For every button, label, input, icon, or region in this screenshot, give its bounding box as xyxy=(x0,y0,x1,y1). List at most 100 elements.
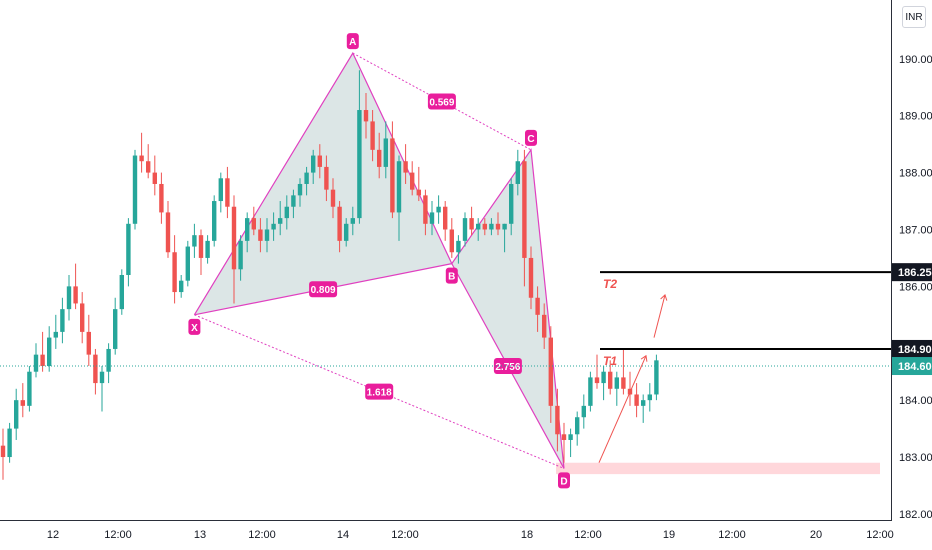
candle-body xyxy=(33,354,39,372)
candle-body xyxy=(423,195,428,224)
point-label-d: D xyxy=(558,472,570,489)
point-label-x: X xyxy=(188,318,201,335)
candle-body xyxy=(502,223,507,230)
candles-layer xyxy=(0,70,659,480)
candle-body xyxy=(297,183,303,196)
point-label-box xyxy=(525,129,537,146)
x-tick-label: 12:00 xyxy=(391,529,419,541)
point-label-c: C xyxy=(525,129,537,146)
price-tag-text: 186.25 xyxy=(898,267,932,279)
candle-body xyxy=(284,206,289,219)
candle-body xyxy=(469,218,474,230)
arrow-shaft xyxy=(653,294,666,338)
candle-body xyxy=(377,149,382,167)
x-tick-label: 19 xyxy=(663,529,675,541)
candle-body xyxy=(344,223,349,241)
projection-arrow-t1 xyxy=(598,354,648,463)
candle-body xyxy=(258,229,263,241)
point-label-box xyxy=(558,472,570,489)
candle-body xyxy=(509,183,514,224)
support-zone-layer xyxy=(556,462,880,475)
point-label-text: D xyxy=(560,476,567,487)
ratio-label-box xyxy=(309,281,338,298)
candle-body xyxy=(126,223,131,275)
candle-body xyxy=(429,212,435,224)
candle-body xyxy=(0,445,6,458)
point-label-box xyxy=(445,267,458,284)
support-zone xyxy=(556,462,880,475)
candle-body xyxy=(86,331,91,355)
currency-badge[interactable]: INR xyxy=(902,6,926,28)
candle-body xyxy=(482,223,487,230)
candle-body xyxy=(330,189,336,207)
point-label-b: B xyxy=(445,267,458,284)
candle-body xyxy=(185,246,190,281)
candle-body xyxy=(40,354,45,367)
ratio-label-text: 1.618 xyxy=(367,388,392,399)
arrow-head xyxy=(660,294,668,301)
x-tick-label: 14 xyxy=(337,529,349,541)
candle-body xyxy=(304,172,309,184)
overlay-layer: T1 T2 xyxy=(0,271,891,463)
candle-body xyxy=(324,166,329,190)
candle-body xyxy=(317,155,322,167)
candle-body xyxy=(535,297,540,315)
candle-body xyxy=(449,229,454,253)
ratio-label: 1.618 xyxy=(365,383,394,400)
projection-arrow-t2 xyxy=(653,294,668,338)
candle-body xyxy=(548,337,553,406)
candle-body xyxy=(205,240,210,258)
candle-body xyxy=(436,206,441,213)
candle-body xyxy=(192,235,197,247)
candle-body xyxy=(555,405,560,435)
price-tag: 186.25 xyxy=(892,263,932,282)
candle-body xyxy=(291,195,296,207)
candle-body xyxy=(489,223,494,230)
candle-body xyxy=(73,286,78,304)
candle-body xyxy=(152,172,157,184)
candle-body xyxy=(363,110,369,122)
candle-body xyxy=(99,371,105,384)
candle-body xyxy=(165,212,171,253)
y-tick-label: 184.00 xyxy=(899,395,932,407)
price-tag-box xyxy=(892,357,932,376)
point-label-text: B xyxy=(448,272,455,283)
candle-body xyxy=(27,371,32,406)
candle-body xyxy=(218,178,223,202)
candle-body xyxy=(601,371,606,384)
candle-body xyxy=(139,155,144,162)
price-tag: 184.90 xyxy=(892,339,932,358)
candle-body xyxy=(522,161,527,258)
harmonic-pattern-layer: X A B C D 0.569 0.809 2.756 1.618 xyxy=(188,33,570,489)
x-tick-label: 12:00 xyxy=(866,529,894,541)
candle-body xyxy=(647,394,652,401)
candle-body xyxy=(641,400,646,406)
candle-body xyxy=(350,218,355,224)
candle-body xyxy=(80,303,85,332)
candle-body xyxy=(198,235,204,258)
ratio-label-text: 0.569 xyxy=(429,97,454,108)
candle-body xyxy=(390,138,395,213)
candle-body xyxy=(93,354,98,384)
y-tick-label: 183.00 xyxy=(899,452,932,464)
candle-body xyxy=(7,428,12,458)
candle-body xyxy=(113,309,118,349)
y-tick-label: 187.00 xyxy=(899,224,932,236)
price-tag-text: 184.90 xyxy=(898,344,932,356)
candle-body xyxy=(495,223,501,230)
price-tag-text: 184.60 xyxy=(898,361,932,373)
y-tick-label: 190.00 xyxy=(899,54,932,66)
candle-body xyxy=(403,161,408,173)
x-tick-label: 13 xyxy=(194,529,206,541)
candle-body xyxy=(634,394,639,406)
x-tick-label: 18 xyxy=(521,529,533,541)
candle-body xyxy=(456,240,461,253)
candle-body xyxy=(416,189,421,196)
candle-body xyxy=(614,377,619,389)
candle-body xyxy=(443,206,448,230)
candle-body xyxy=(476,223,481,230)
xab-triangle xyxy=(194,53,452,315)
candle-body xyxy=(106,348,111,372)
candle-body xyxy=(159,183,164,213)
